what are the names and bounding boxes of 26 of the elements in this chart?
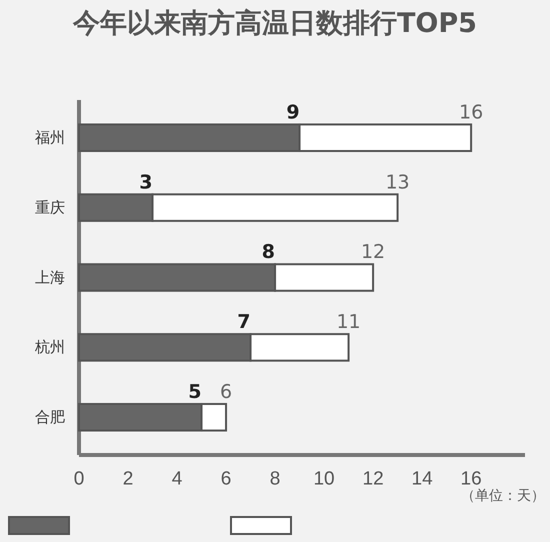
x-tick-label: 16 (460, 468, 482, 490)
total-label: 13 (385, 171, 410, 194)
y-tick-label: 福州 (35, 130, 65, 147)
y-tick-label: 合肥 (35, 409, 65, 426)
data-label: 9 (286, 101, 300, 124)
total-label: 6 (220, 380, 232, 403)
x-tick-label: 2 (122, 468, 134, 490)
x-tick-label: 4 (172, 468, 183, 490)
total-label: 11 (336, 311, 361, 334)
x-tick-label: 0 (74, 468, 84, 490)
chart-title: 今年以来南方高温日数排行TOP5 (72, 8, 477, 39)
data-label: 7 (237, 311, 251, 334)
data-label: 5 (188, 380, 202, 403)
text: （单位：天） (461, 488, 545, 504)
y-tick-label: 杭州 (34, 339, 65, 356)
total-label: 12 (360, 241, 386, 264)
y-tick-label: 上海 (35, 269, 65, 286)
x-tick-label: 6 (220, 468, 232, 490)
x-tick-label: 8 (270, 468, 280, 490)
total-label: 16 (458, 101, 484, 124)
x-tick-label: 12 (362, 468, 384, 490)
data-label: 8 (262, 241, 276, 264)
data-label: 3 (139, 171, 153, 194)
y-tick-label: 重庆 (35, 199, 65, 216)
x-tick-label: 14 (412, 468, 434, 490)
x-tick-label: 10 (313, 468, 335, 490)
